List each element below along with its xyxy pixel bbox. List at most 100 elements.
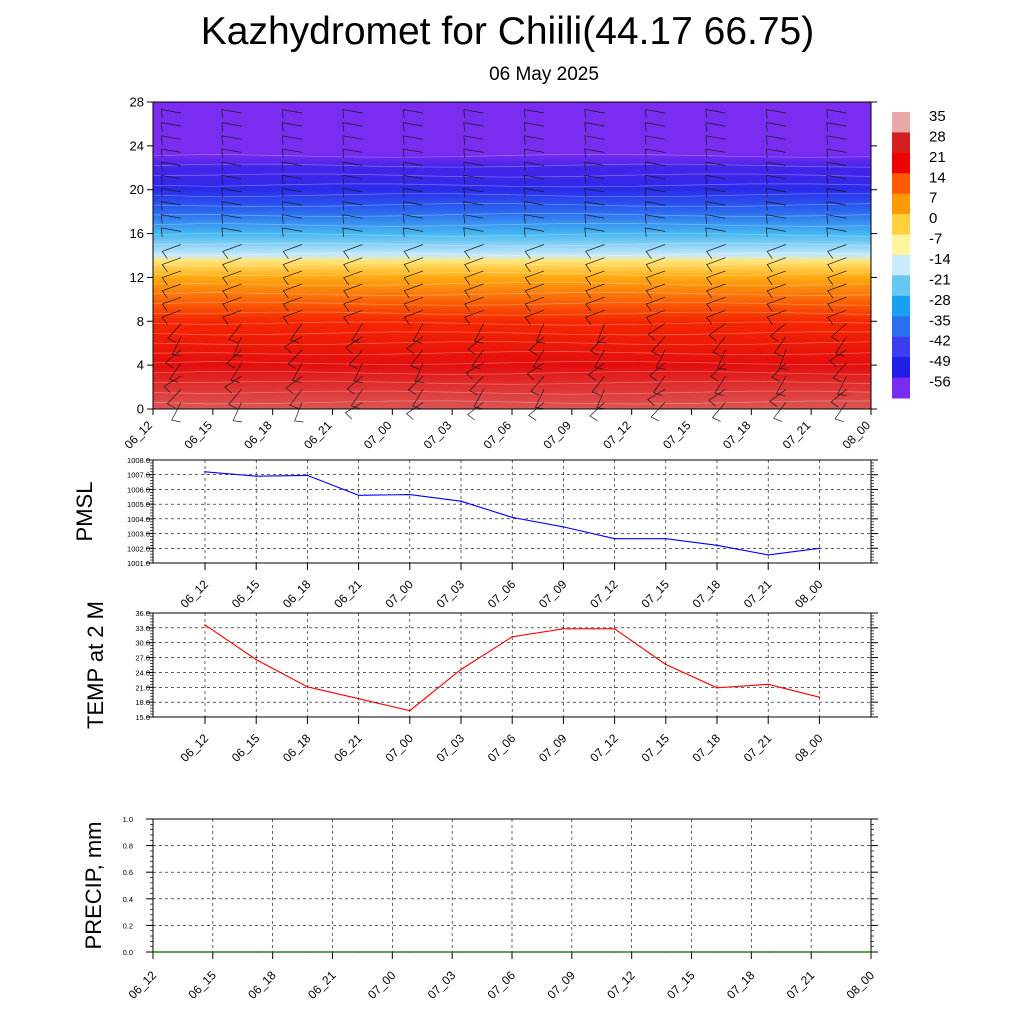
wind-barb <box>524 270 545 286</box>
y-tick-label: 1001.0 <box>127 559 150 568</box>
wind-barb <box>714 375 726 396</box>
x-tick-label: 07_18 <box>724 968 758 1002</box>
wind-barb <box>523 214 545 224</box>
wind-barb <box>766 309 787 325</box>
y-tick-label: 1002.0 <box>127 544 150 553</box>
wind-barb <box>342 161 363 172</box>
x-tick-label: 07_09 <box>536 577 570 611</box>
wind-barb <box>160 174 182 185</box>
wind-barb <box>826 174 847 185</box>
chart-title: Kazhydromet for Chiili(44.17 66.75) <box>200 10 815 53</box>
wind-barb <box>342 174 363 185</box>
contour-line <box>152 292 872 296</box>
x-tick-label: 06_12 <box>178 577 212 611</box>
data-point <box>818 696 821 698</box>
x-tick-label: 07_03 <box>421 418 455 452</box>
wind-barb <box>342 109 363 119</box>
wind-barb <box>650 402 666 422</box>
wind-barb <box>161 244 182 259</box>
wind-barb <box>282 270 303 286</box>
wind-barb <box>648 362 666 382</box>
data-point <box>716 544 718 547</box>
y-tick-label: 0.0 <box>123 948 133 957</box>
wind-barb <box>829 349 847 367</box>
wind-barb <box>467 402 484 421</box>
data-point <box>255 951 257 953</box>
x-tick-label: 06_12 <box>126 968 160 1002</box>
wind-barb <box>351 323 363 344</box>
contour-line <box>152 341 872 346</box>
data-point <box>306 686 309 688</box>
data-point <box>818 951 821 953</box>
chart-subtitle: 06 May 2025 <box>489 64 599 85</box>
y-tick-label: 21.0 <box>135 683 150 692</box>
wind-barb <box>281 161 303 172</box>
wind-barb <box>160 148 182 158</box>
y-tick-label: 1006.0 <box>127 485 150 494</box>
x-tick-label: 07_18 <box>720 418 754 452</box>
y-tick-label: 28 <box>130 95 144 110</box>
wind-barb <box>402 122 424 132</box>
x-tick-label: 08_00 <box>792 577 826 611</box>
colorbar-swatch <box>892 112 910 133</box>
y-tick-label: 16 <box>130 226 144 241</box>
wind-barb <box>289 389 303 409</box>
wind-barb <box>228 323 242 344</box>
wind-barb <box>343 283 363 299</box>
data-point <box>562 951 565 953</box>
wind-barb <box>645 244 666 259</box>
wind-barb <box>766 283 787 299</box>
wind-barb <box>287 349 303 369</box>
wind-barb <box>403 270 424 286</box>
wind-barb <box>644 135 666 145</box>
wind-barb <box>766 296 787 312</box>
y-tick-label: 24 <box>130 138 144 153</box>
wind-barb <box>463 187 484 198</box>
y-tick-label: 1007.0 <box>127 471 150 480</box>
colorbar-swatch <box>892 152 910 174</box>
x-tick-label: 07_15 <box>660 418 694 452</box>
data-point <box>306 474 309 477</box>
wind-barb <box>706 296 726 312</box>
wind-barb <box>282 244 303 259</box>
wind-barb <box>346 375 363 395</box>
wind-barb <box>463 109 484 119</box>
x-tick-label: 07_03 <box>434 731 468 765</box>
wind-barb <box>523 174 545 185</box>
data-point <box>665 951 667 953</box>
wind-barb <box>463 201 484 211</box>
wind-barb <box>584 187 605 198</box>
wind-barb <box>282 283 303 299</box>
temperature-field <box>153 102 871 409</box>
wind-barb <box>342 227 363 237</box>
plot-frame <box>152 612 872 718</box>
wind-barb <box>281 214 303 224</box>
wind-barb <box>221 148 242 158</box>
wind-barb <box>221 161 242 172</box>
wind-barb <box>644 148 666 158</box>
wind-barb <box>343 257 363 273</box>
wind-barb <box>647 323 666 341</box>
wind-barb <box>161 296 182 312</box>
data-point <box>818 547 821 550</box>
x-tick-label: 06_15 <box>229 731 263 765</box>
wind-barb <box>651 336 666 356</box>
wind-barb <box>644 187 666 198</box>
wind-barb <box>584 109 605 119</box>
colorbar-swatch <box>892 255 910 276</box>
wind-barb <box>281 201 303 211</box>
contour-line <box>152 361 872 365</box>
y-tick-label: 1004.0 <box>127 515 150 524</box>
wind-barb <box>645 257 666 273</box>
colorbar-label: 14 <box>929 169 946 186</box>
colorbar-label: -49 <box>929 353 951 370</box>
wind-barb <box>464 283 484 299</box>
data-point <box>613 951 616 953</box>
x-tick-label: 07_12 <box>587 577 621 611</box>
wind-barb <box>463 161 484 172</box>
data-point <box>357 494 360 497</box>
wind-barb <box>596 389 606 410</box>
wind-barb <box>463 227 484 237</box>
x-tick-label: 07_00 <box>382 731 416 765</box>
wind-barb <box>708 323 726 342</box>
